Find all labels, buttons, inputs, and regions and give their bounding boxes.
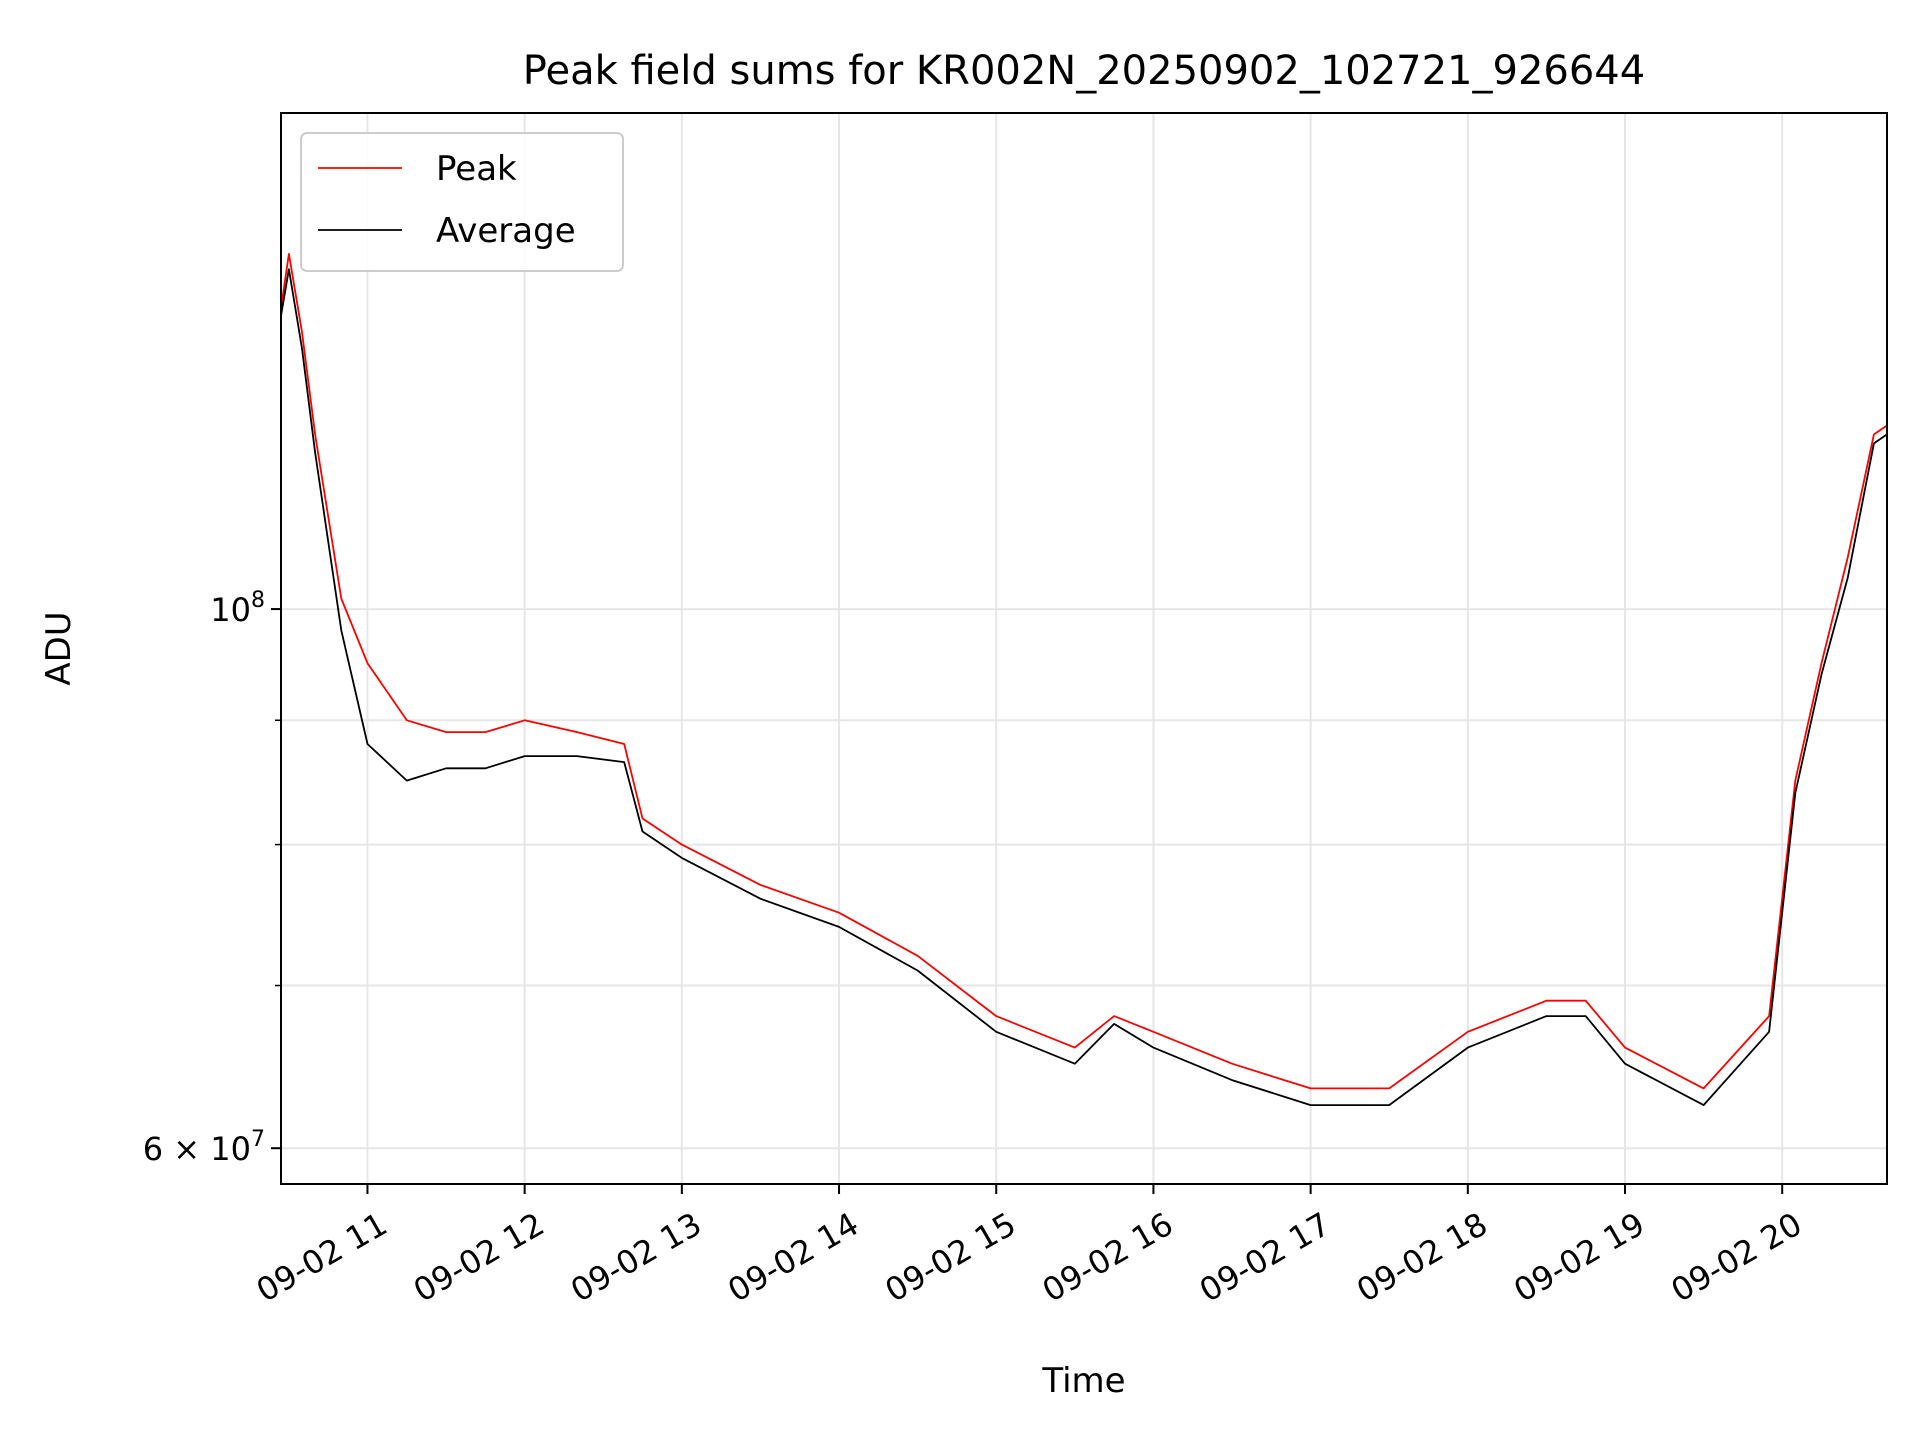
y-tick-label-exponent: 8	[251, 588, 265, 613]
plot-frame	[280, 112, 1888, 1185]
x-axis-label: Time	[1041, 1361, 1125, 1401]
chart-title: Peak field sums for KR002N_20250902_1027…	[523, 48, 1645, 94]
series-layer	[280, 252, 1888, 1106]
legend-label-peak: Peak	[436, 149, 517, 189]
series-line-peak	[280, 252, 1888, 1090]
y-tick-label-base: 6 × 10	[143, 1130, 251, 1168]
y-tick-label-exponent: 7	[251, 1127, 265, 1152]
legend: Peak Average	[300, 132, 624, 272]
y-tick-label-base: 10	[210, 591, 251, 629]
y-tick-label: 108	[210, 588, 265, 629]
y-tick-label: 6 × 107	[143, 1127, 265, 1168]
series-line-average	[280, 268, 1888, 1106]
legend-label-average: Average	[436, 211, 576, 251]
y-axis-label: ADU	[39, 611, 79, 685]
grid	[281, 113, 1887, 1184]
